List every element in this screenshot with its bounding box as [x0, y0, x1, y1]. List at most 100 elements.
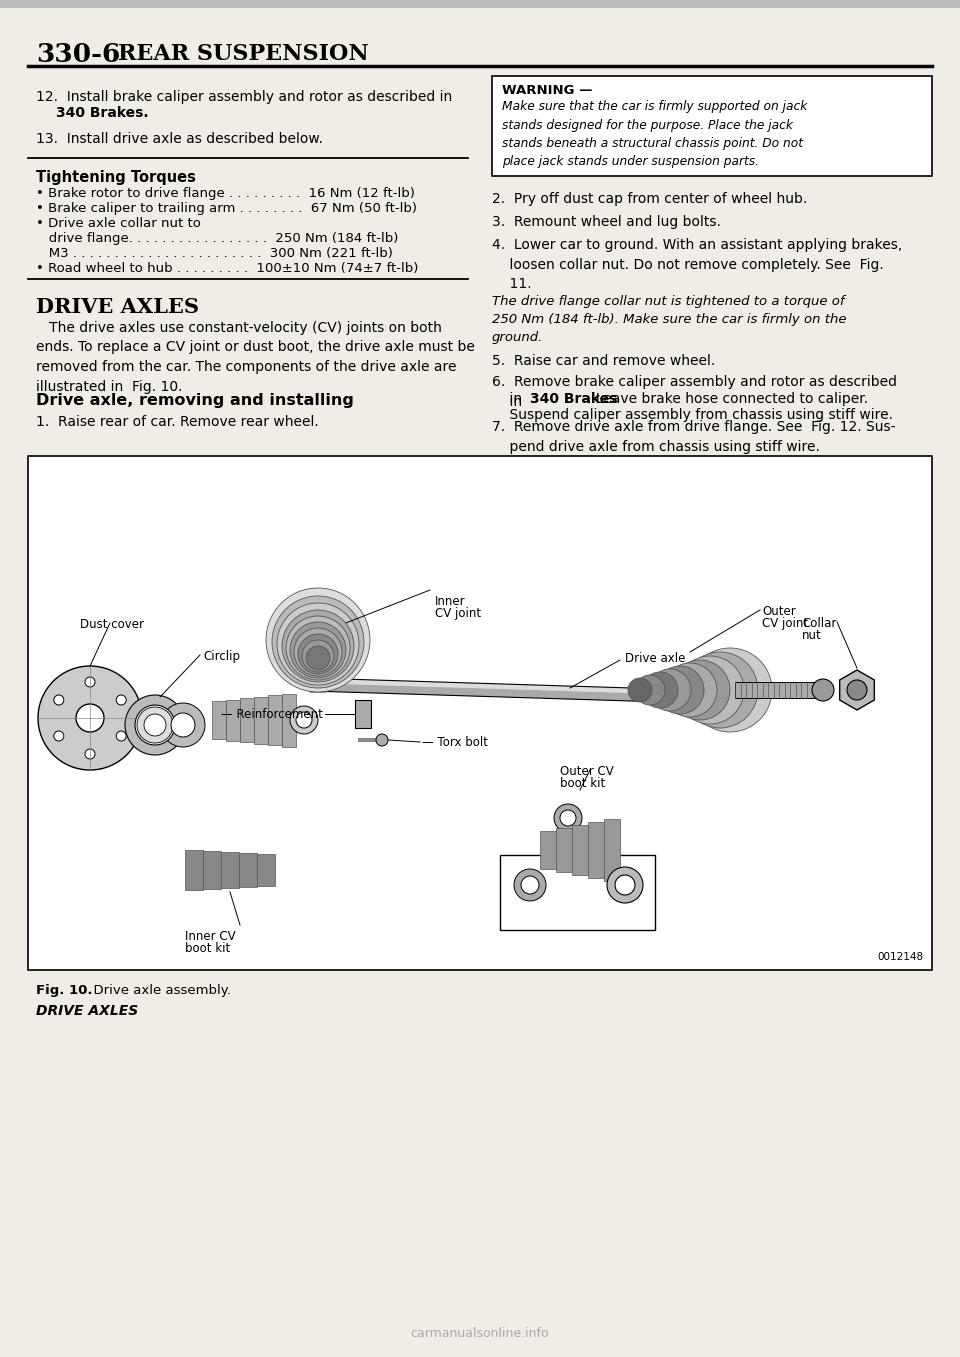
Circle shape — [642, 672, 678, 708]
Bar — [556, 828, 572, 873]
Bar — [355, 700, 371, 727]
Circle shape — [682, 651, 758, 727]
Text: — Reinforcement: — Reinforcement — [221, 707, 323, 721]
Circle shape — [635, 674, 665, 706]
Circle shape — [663, 664, 717, 716]
Text: The drive axles use constant-velocity (CV) joints on both
ends. To replace a CV : The drive axles use constant-velocity (C… — [36, 322, 475, 394]
Text: DRIVE AXLES: DRIVE AXLES — [36, 297, 199, 318]
Circle shape — [266, 588, 370, 692]
Bar — [282, 693, 296, 746]
Bar — [240, 697, 254, 742]
Text: DRIVE AXLES: DRIVE AXLES — [36, 1004, 138, 1018]
Circle shape — [296, 712, 312, 727]
Circle shape — [670, 660, 730, 721]
Text: 13.  Install drive axle as described below.: 13. Install drive axle as described belo… — [36, 132, 323, 147]
Text: Fig. 10.: Fig. 10. — [36, 984, 92, 997]
Text: carmanualsonline.info: carmanualsonline.info — [411, 1327, 549, 1339]
Bar — [268, 695, 282, 745]
Circle shape — [290, 706, 318, 734]
Circle shape — [54, 695, 63, 706]
Text: 6.  Remove brake caliper assembly and rotor as described
    in: 6. Remove brake caliper assembly and rot… — [492, 375, 897, 408]
Text: Outer: Outer — [762, 605, 796, 617]
Circle shape — [656, 666, 704, 714]
Text: Inner CV: Inner CV — [185, 930, 235, 943]
Circle shape — [144, 714, 166, 735]
Circle shape — [116, 731, 126, 741]
Text: Circlip: Circlip — [203, 650, 240, 664]
Circle shape — [676, 655, 744, 725]
Circle shape — [298, 634, 338, 674]
Circle shape — [38, 666, 142, 769]
Text: Outer CV: Outer CV — [560, 765, 613, 778]
Circle shape — [272, 596, 364, 688]
Text: nut: nut — [802, 630, 822, 642]
Polygon shape — [840, 670, 875, 710]
Text: 0012148: 0012148 — [877, 953, 924, 962]
Text: boot kit: boot kit — [185, 942, 230, 955]
Text: WARNING —: WARNING — — [502, 84, 592, 96]
Bar — [203, 851, 221, 889]
Bar — [604, 820, 620, 881]
Circle shape — [847, 680, 867, 700]
Text: The drive flange collar nut is tightened to a torque of
250 Nm (184 ft-lb). Make: The drive flange collar nut is tightened… — [492, 294, 847, 345]
Circle shape — [171, 712, 195, 737]
Bar — [185, 849, 203, 890]
Polygon shape — [310, 683, 760, 706]
Bar — [492, 76, 932, 176]
Bar — [212, 702, 226, 740]
Text: Inner: Inner — [435, 594, 466, 608]
Circle shape — [294, 628, 342, 676]
Circle shape — [282, 611, 354, 683]
Text: in: in — [492, 392, 526, 406]
Bar — [588, 822, 604, 878]
Text: Tightening Torques: Tightening Torques — [36, 170, 196, 185]
Circle shape — [161, 703, 205, 746]
Text: • Drive axle collar nut to: • Drive axle collar nut to — [36, 217, 201, 229]
Circle shape — [306, 646, 330, 670]
Text: CV joint: CV joint — [762, 617, 808, 630]
Circle shape — [607, 867, 643, 902]
Text: 1.  Raise rear of car. Remove rear wheel.: 1. Raise rear of car. Remove rear wheel. — [36, 415, 319, 429]
Text: Drive axle: Drive axle — [625, 651, 685, 665]
Bar — [500, 855, 655, 930]
Text: — Torx bolt: — Torx bolt — [422, 735, 488, 749]
Polygon shape — [310, 678, 760, 697]
Circle shape — [376, 734, 388, 746]
Circle shape — [85, 677, 95, 687]
Circle shape — [116, 695, 126, 706]
Bar — [221, 852, 239, 887]
Text: 340 Brakes.: 340 Brakes. — [56, 106, 149, 119]
Circle shape — [554, 803, 582, 832]
Bar — [572, 825, 588, 875]
Circle shape — [125, 695, 185, 754]
Circle shape — [514, 868, 546, 901]
Circle shape — [290, 622, 346, 678]
Text: Dust cover: Dust cover — [80, 617, 144, 631]
Bar — [226, 700, 240, 741]
Circle shape — [135, 706, 175, 745]
Bar — [257, 854, 275, 886]
Circle shape — [302, 641, 334, 672]
Circle shape — [277, 603, 359, 685]
Circle shape — [85, 749, 95, 759]
Text: • Road wheel to hub . . . . . . . . .  100±10 Nm (74±7 ft-lb): • Road wheel to hub . . . . . . . . . 10… — [36, 262, 419, 275]
Bar — [540, 830, 556, 868]
Text: drive flange. . . . . . . . . . . . . . . . .  250 Nm (184 ft-lb): drive flange. . . . . . . . . . . . . . … — [36, 232, 398, 246]
Polygon shape — [307, 678, 326, 692]
Text: M3 . . . . . . . . . . . . . . . . . . . . . . .  300 Nm (221 ft-lb): M3 . . . . . . . . . . . . . . . . . . .… — [36, 247, 393, 261]
Text: REAR SUSPENSION: REAR SUSPENSION — [118, 43, 369, 65]
Circle shape — [76, 704, 104, 731]
Text: 5.  Raise car and remove wheel.: 5. Raise car and remove wheel. — [492, 354, 715, 368]
Bar — [140, 710, 165, 726]
Text: Drive axle assembly.: Drive axle assembly. — [85, 984, 230, 997]
Bar — [239, 854, 257, 887]
Text: • Brake caliper to trailing arm . . . . . . . .  67 Nm (50 ft-lb): • Brake caliper to trailing arm . . . . … — [36, 202, 417, 214]
Text: 12.  Install brake caliper assembly and rotor as described in: 12. Install brake caliper assembly and r… — [36, 90, 452, 104]
Bar — [28, 456, 932, 970]
Circle shape — [137, 707, 173, 744]
Text: 2.  Pry off dust cap from center of wheel hub.: 2. Pry off dust cap from center of wheel… — [492, 191, 807, 206]
Circle shape — [688, 649, 772, 731]
Circle shape — [54, 731, 63, 741]
Text: . Leave brake hose connected to caliper.: . Leave brake hose connected to caliper. — [587, 392, 868, 406]
Text: CV joint: CV joint — [435, 607, 481, 620]
